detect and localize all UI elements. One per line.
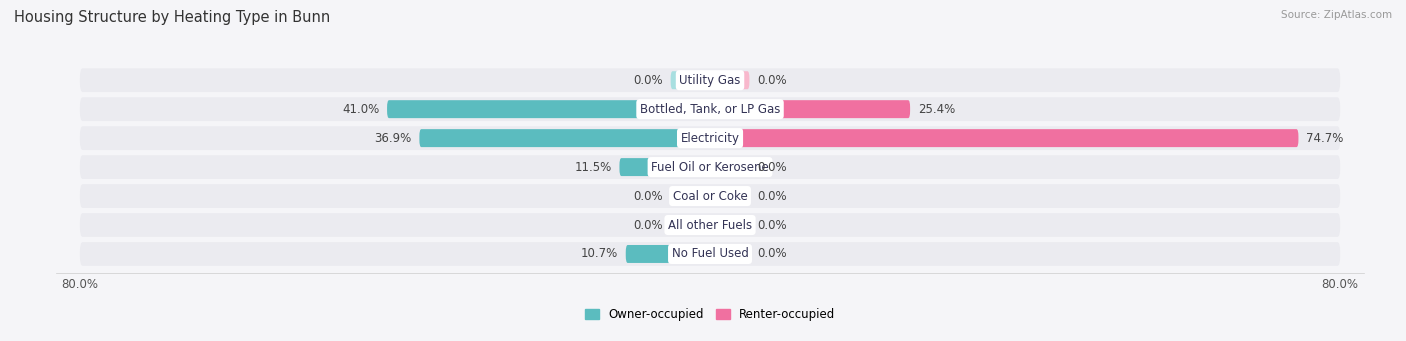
Text: 41.0%: 41.0% <box>342 103 380 116</box>
FancyBboxPatch shape <box>387 100 710 118</box>
FancyBboxPatch shape <box>710 158 749 176</box>
FancyBboxPatch shape <box>710 100 910 118</box>
Text: 0.0%: 0.0% <box>758 190 787 203</box>
Text: 0.0%: 0.0% <box>758 74 787 87</box>
Text: 0.0%: 0.0% <box>633 74 662 87</box>
Text: All other Fuels: All other Fuels <box>668 219 752 232</box>
FancyBboxPatch shape <box>710 71 749 89</box>
FancyBboxPatch shape <box>710 129 1299 147</box>
FancyBboxPatch shape <box>710 245 749 263</box>
Text: 74.7%: 74.7% <box>1306 132 1344 145</box>
FancyBboxPatch shape <box>671 216 710 234</box>
Text: Utility Gas: Utility Gas <box>679 74 741 87</box>
FancyBboxPatch shape <box>80 213 1340 237</box>
FancyBboxPatch shape <box>80 184 1340 208</box>
Text: Source: ZipAtlas.com: Source: ZipAtlas.com <box>1281 10 1392 20</box>
FancyBboxPatch shape <box>671 71 710 89</box>
Text: Bottled, Tank, or LP Gas: Bottled, Tank, or LP Gas <box>640 103 780 116</box>
FancyBboxPatch shape <box>710 187 749 205</box>
FancyBboxPatch shape <box>80 126 1340 150</box>
Text: Coal or Coke: Coal or Coke <box>672 190 748 203</box>
Text: 0.0%: 0.0% <box>758 248 787 261</box>
Legend: Owner-occupied, Renter-occupied: Owner-occupied, Renter-occupied <box>579 303 841 326</box>
Text: 0.0%: 0.0% <box>633 219 662 232</box>
Text: 0.0%: 0.0% <box>633 190 662 203</box>
Text: 25.4%: 25.4% <box>918 103 955 116</box>
Text: Electricity: Electricity <box>681 132 740 145</box>
Text: 0.0%: 0.0% <box>758 219 787 232</box>
FancyBboxPatch shape <box>710 216 749 234</box>
Text: No Fuel Used: No Fuel Used <box>672 248 748 261</box>
Text: 36.9%: 36.9% <box>374 132 412 145</box>
FancyBboxPatch shape <box>80 242 1340 266</box>
FancyBboxPatch shape <box>80 97 1340 121</box>
Text: 0.0%: 0.0% <box>758 161 787 174</box>
Text: 10.7%: 10.7% <box>581 248 617 261</box>
Text: Fuel Oil or Kerosene: Fuel Oil or Kerosene <box>651 161 769 174</box>
FancyBboxPatch shape <box>419 129 710 147</box>
FancyBboxPatch shape <box>80 155 1340 179</box>
FancyBboxPatch shape <box>620 158 710 176</box>
Text: 11.5%: 11.5% <box>574 161 612 174</box>
Text: Housing Structure by Heating Type in Bunn: Housing Structure by Heating Type in Bun… <box>14 10 330 25</box>
FancyBboxPatch shape <box>671 187 710 205</box>
FancyBboxPatch shape <box>80 68 1340 92</box>
FancyBboxPatch shape <box>626 245 710 263</box>
